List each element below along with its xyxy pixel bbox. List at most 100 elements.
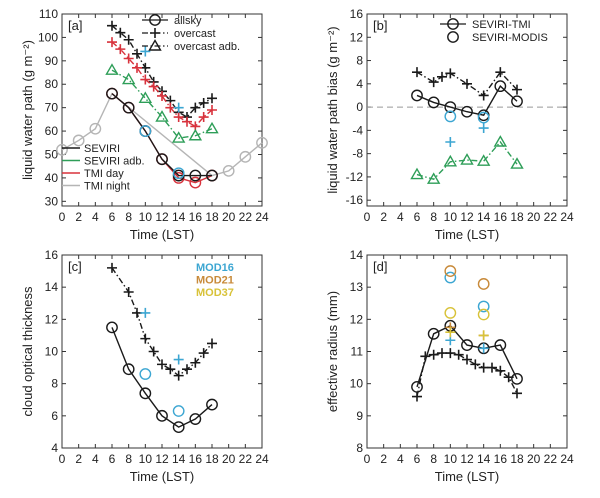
data-point-plus-marker (478, 123, 489, 134)
data-point-circle-marker (56, 143, 68, 156)
data-point-circle-marker (477, 111, 490, 124)
y-tick-label: -16 (346, 193, 364, 207)
data-point-circle-marker (156, 153, 168, 166)
x-tick-label: 6 (109, 210, 116, 224)
y-tick-label: -8 (352, 147, 363, 161)
x-tick-label: 8 (125, 452, 132, 466)
data-point-circle-marker (139, 368, 152, 380)
data-point-plus-marker (107, 262, 117, 273)
data-point-plus-marker (173, 370, 184, 381)
y-tick-label: 6 (51, 409, 58, 423)
data-point-circle-marker (444, 271, 457, 284)
legend-entry-label: allsky (174, 15, 202, 27)
x-tick-label: 24 (255, 452, 269, 466)
data-point-circle-marker (106, 87, 118, 100)
data-point-circle-marker (189, 169, 202, 182)
x-axis-label: Time (LST) (435, 227, 500, 242)
data-point-triangle-marker (493, 135, 508, 147)
x-tick-label: 12 (460, 210, 474, 224)
x-tick-label: 8 (125, 210, 132, 224)
data-point-plus-marker (487, 362, 497, 373)
series-line (416, 324, 518, 388)
y-tick-label: 9 (356, 409, 363, 423)
data-point-plus-marker (132, 62, 142, 73)
series-line (61, 92, 263, 177)
x-tick-label: 16 (189, 452, 203, 466)
x-tick-label: 6 (109, 452, 116, 466)
series-line (111, 69, 213, 139)
data-point-plus-marker (123, 53, 134, 64)
data-point-plus-marker (428, 349, 439, 360)
series (445, 123, 489, 147)
data-point-triangle-marker (443, 154, 458, 167)
y-tick-label: 14 (350, 248, 364, 262)
y-tick-label: 100 (38, 30, 58, 44)
data-point-circle-marker (139, 387, 152, 400)
series (139, 368, 185, 417)
y-tick-label: 110 (39, 7, 58, 21)
data-point-plus-marker (445, 327, 456, 338)
y-tick-label: 60 (45, 124, 59, 138)
data-point-circle-marker (461, 105, 473, 118)
data-point-plus-marker (140, 74, 151, 85)
data-point-circle-marker (444, 110, 457, 123)
data-point-plus-marker (445, 348, 456, 359)
data-point-circle-marker (477, 278, 490, 290)
x-tick-label: 2 (380, 452, 387, 466)
data-point-plus-marker (140, 333, 151, 344)
legend-entry-label: overcast (174, 28, 216, 40)
y-tick-label: 11 (351, 345, 364, 359)
data-point-plus-marker (190, 102, 201, 113)
data-point-circle-marker (511, 95, 523, 108)
series (412, 67, 522, 101)
data-point-plus-marker (140, 307, 151, 318)
series (140, 307, 184, 365)
y-tick-label: 16 (45, 248, 59, 262)
panel-a: 0 2 4 6 8 10 12 14 16 18 20 22 243040506070809010011… (20, 7, 269, 242)
series-line (416, 71, 518, 97)
y-tick-label: 8 (356, 54, 363, 68)
data-point-plus-marker (437, 71, 447, 82)
y-tick-label: 30 (45, 194, 59, 208)
x-tick-label: 2 (380, 210, 387, 224)
data-point-triangle-marker (138, 91, 153, 103)
y-tick-label: 16 (350, 7, 364, 21)
x-axis-label: Time (LST) (130, 469, 195, 484)
legend-triangle-marker (148, 39, 162, 51)
data-point-plus-marker (173, 102, 184, 113)
legend-entry-label: TMI night (84, 181, 130, 193)
legend-entry-label: MOD21 (196, 275, 234, 287)
x-tick-label: 12 (155, 452, 169, 466)
x-tick-label: 22 (239, 452, 253, 466)
data-point-circle-marker (172, 405, 185, 417)
data-point-circle-marker (106, 321, 118, 334)
x-tick-label: 12 (155, 210, 169, 224)
x-tick-label: 4 (397, 210, 404, 224)
data-point-plus-marker (207, 338, 217, 349)
data-point-plus-marker (165, 364, 176, 375)
data-point-circle-marker (256, 136, 268, 149)
legend-circle-marker (447, 18, 459, 30)
data-point-triangle-marker (171, 131, 186, 143)
data-point-circle-marker (122, 101, 135, 114)
panel-label: [d] (373, 259, 387, 274)
legend-plus-marker (150, 28, 160, 38)
x-tick-label: 18 (510, 210, 524, 224)
x-tick-label: 18 (510, 452, 524, 466)
x-tick-label: 20 (527, 452, 541, 466)
data-point-circle-marker (444, 265, 457, 277)
series (411, 80, 523, 122)
data-point-plus-marker (107, 37, 117, 48)
data-point-plus-marker (462, 354, 472, 365)
x-tick-label: 24 (560, 452, 574, 466)
x-tick-label: 14 (172, 210, 186, 224)
data-point-plus-marker (428, 77, 439, 88)
y-axis-label: liquid water path bias (g m⁻²) (325, 26, 340, 193)
x-tick-label: 10 (139, 452, 153, 466)
data-point-circle-marker (494, 80, 507, 93)
axes-frame-d (366, 254, 568, 449)
y-tick-label: 4 (51, 441, 58, 455)
data-point-plus-marker (165, 102, 176, 113)
